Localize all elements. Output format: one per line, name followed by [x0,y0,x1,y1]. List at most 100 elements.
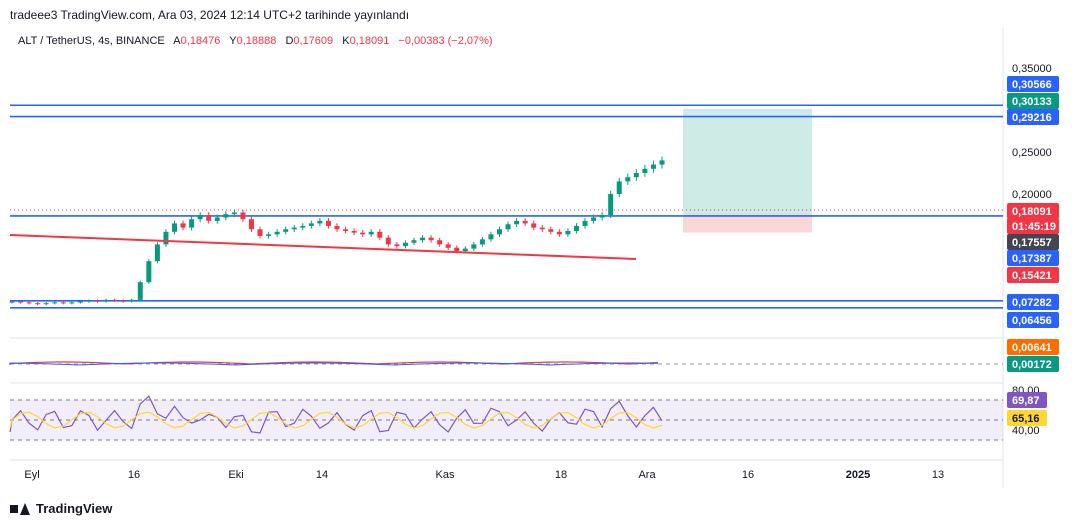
candle-body [343,229,349,231]
candle-body [497,229,502,235]
candle-body [505,224,511,230]
candle-body [154,244,160,262]
price-label-text: 0,30566 [1012,79,1052,91]
symbol-name: ALT / TetherUS, 4s, BINANCE [18,35,165,47]
price-label-text: 0,07282 [1012,297,1052,309]
take-profit-zone [683,108,812,216]
candle-body [573,225,579,231]
open-label: A [173,35,181,47]
price-label-text: 0,06456 [1012,315,1052,327]
close-value: 0,18091 [349,35,390,47]
candle-body [377,231,383,238]
candle-body [565,230,571,235]
close-label: K [342,35,350,47]
price-label-text: 0,18091 [1012,206,1052,218]
candle-body [437,240,443,245]
macd-label-text: 0,00641 [1012,342,1052,354]
candle-body [223,214,229,218]
price-label-text: 0,29216 [1012,112,1052,124]
candle-body [360,232,366,235]
candle-body [368,231,374,235]
price-label-badge [1007,203,1059,219]
macd-label-badge [1007,356,1059,372]
candle-body [402,242,408,247]
candle-body [266,234,272,236]
price-label-text: 01:45:19 [1012,221,1056,233]
candle-body [308,223,314,226]
candle-body [77,301,83,303]
tradingview-brand: TradingView [10,501,112,516]
candle-body [52,302,58,304]
open-value: 0,18476 [180,35,221,47]
time-tick-label: Ara [638,469,656,481]
price-label-text: 0,17387 [1012,253,1052,265]
candle-body [274,231,280,235]
price-label-badge [1007,267,1059,283]
candle-body [291,227,297,230]
candle-body [428,237,434,241]
price-label-badge [1007,93,1059,109]
price-label-badge [1007,312,1059,328]
candle-body [197,215,203,220]
candle-body [35,303,41,305]
candle-body [479,239,485,245]
candle-body [257,229,263,236]
candle-body [608,194,614,215]
time-tick-label: 2025 [846,469,870,481]
price-tick-label: 0,20000 [1012,189,1052,201]
time-tick-label: 16 [742,469,754,481]
candle-body [60,302,66,304]
candle-body [616,181,622,194]
candle-body [454,247,460,252]
macd-label-text: 0,00172 [1012,359,1052,371]
candle-body [462,248,468,252]
time-tick-label: Eyl [24,469,39,481]
time-tick-label: 16 [128,469,140,481]
candle-body [385,237,391,245]
macd-signal-line [9,362,659,366]
descending-trendline [9,234,637,260]
candle-body [18,301,24,303]
candle-body [642,168,648,173]
candle-body [240,212,246,220]
candle-body [180,223,186,228]
price-label-badge [1007,109,1059,125]
candle-body [206,215,212,221]
rsi-ma-line [9,411,663,429]
rsi-label-badge [1007,410,1047,426]
candle-body [163,231,169,245]
candle-body [300,225,306,228]
rsi-label-badge [1007,392,1047,408]
candle-body [659,160,665,165]
price-tick-label: 0,35000 [1012,63,1052,75]
price-label-text: 0,17557 [1012,237,1052,249]
candle-body [351,230,357,233]
time-tick-label: Kas [436,469,455,481]
candle-body [69,302,75,304]
candle-body [599,215,605,218]
candle-body [103,299,109,302]
candle-body [231,212,237,215]
price-label-badge [1007,218,1059,234]
candle-body [633,173,639,178]
stop-loss-zone [683,215,812,233]
candle-body [248,219,254,230]
candle-body [112,299,118,301]
time-tick-label: 13 [932,469,944,481]
publish-info: tradeee3 TradingView.com, Ara 03, 2024 1… [10,8,410,22]
candle-body [43,303,49,305]
candle-body [591,217,597,221]
candle-body [394,244,400,247]
candle-body [129,299,135,302]
candle-body [556,231,562,235]
time-tick-label: Eki [228,469,243,481]
candle-body [539,227,545,230]
price-label-badge [1007,294,1059,310]
change-value: −0,00383 (−2,07%) [398,35,493,47]
candle-body [26,302,32,304]
time-tick-label: 14 [316,469,328,481]
price-label-badge [1007,76,1059,92]
candle-body [95,300,101,302]
candle-body [214,217,220,221]
